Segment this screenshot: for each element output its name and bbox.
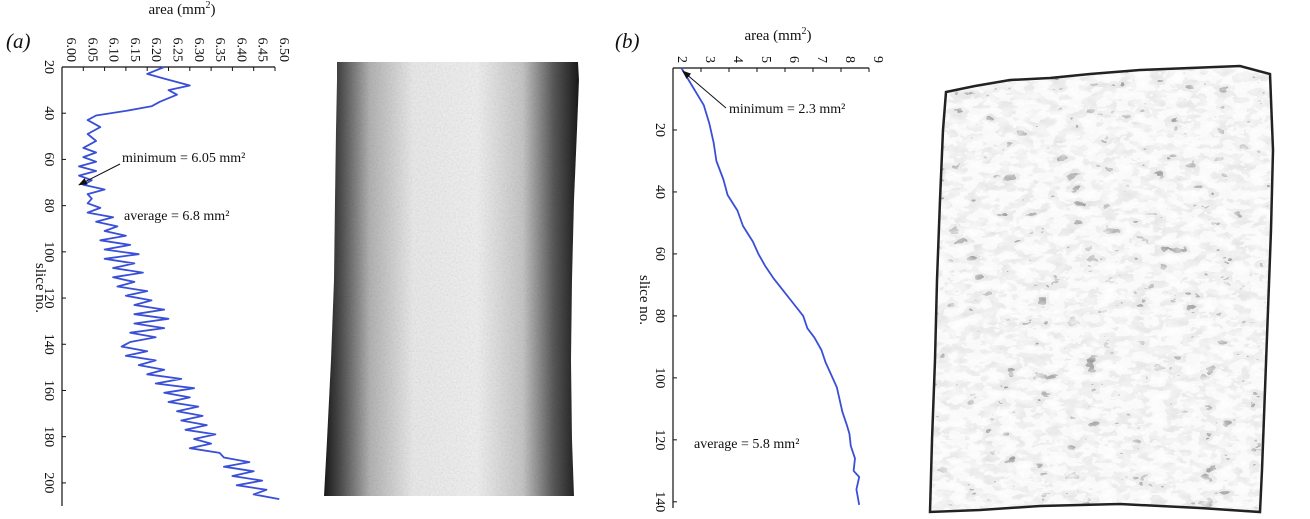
chart-b-axes: [672, 67, 869, 508]
chart-b-x-axis-title: area (mm2): [744, 26, 811, 44]
chart-a-x-axis-title: area (mm2): [148, 0, 215, 18]
chart-a-series: [78, 66, 280, 500]
chart-a-y-tick-label: 40: [41, 106, 56, 120]
chart-b: area (mm2) slice no. 2 3 4 5 6 7 8 9 20 40 60 80 100…: [636, 26, 885, 512]
chart-a-minimum-annotation: minimum = 6.05 mm²: [122, 151, 245, 166]
chart-b-x-tick-label: 9: [870, 56, 885, 63]
chart-a-y-tick-label: 100: [41, 241, 56, 262]
chart-b-x-tick-label: 4: [730, 56, 745, 63]
chart-b-ticks: 2 3 4 5 6 7 8 9 20 40 60 80 100 120 140: [652, 56, 885, 512]
chart-b-series: [680, 67, 861, 506]
chart-a-x-tick-label: 6.35: [212, 38, 227, 63]
chart-a-axes: [61, 66, 275, 506]
chart-a-area-line: [78, 66, 280, 500]
specimen-image-b: [928, 64, 1275, 514]
chart-a-y-tick-label: 160: [41, 380, 56, 401]
chart-a-y-tick-label: 120: [41, 288, 56, 309]
chart-b-y-tick-label: 80: [652, 309, 667, 323]
chart-a-average-annotation: average = 6.8 mm²: [124, 209, 229, 224]
chart-a-x-tick-label: 6.30: [191, 38, 206, 63]
chart-b-y-tick-label: 40: [652, 185, 667, 199]
chart-a-x-tick-label: 6.05: [84, 38, 99, 63]
chart-a-x-tick-label: 6.25: [170, 38, 185, 63]
specimen-image-a: [324, 62, 579, 496]
chart-a-y-tick-label: 200: [41, 472, 56, 493]
chart-a-minimum-arrow: [78, 163, 121, 186]
chart-b-y-tick-label: 60: [652, 247, 667, 261]
chart-a-ticks: 6.00 6.05 6.10 6.15 6.20 6.25 6.30 6.35 6.40 6.45…: [41, 38, 291, 494]
chart-a-x-tick-label: 6.10: [106, 38, 121, 63]
chart-a-x-tick-label: 6.15: [127, 38, 142, 63]
chart-a-x-tick-label: 6.50: [276, 38, 291, 63]
chart-a-annotations: minimum = 6.05 mm² average = 6.8 mm²: [78, 151, 245, 224]
chart-a-y-tick-label: 180: [41, 426, 56, 447]
panel-label-a: (a): [6, 29, 31, 53]
chart-a-y-axis-title: slice no.: [32, 263, 48, 313]
chart-b-x-tick-label: 8: [842, 56, 857, 63]
chart-b-x-tick-label: 5: [758, 56, 773, 63]
chart-b-average-annotation: average = 5.8 mm²: [694, 437, 799, 452]
chart-b-x-tick-label: 3: [702, 56, 717, 63]
chart-a-y-tick-label: 20: [41, 60, 56, 74]
chart-a-x-tick-label: 6.45: [255, 38, 270, 63]
chart-b-x-tick-label: 6: [786, 56, 801, 63]
chart-b-x-tick-label: 7: [814, 56, 829, 63]
chart-a-x-tick-label: 6.20: [148, 38, 163, 63]
chart-a-y-tick-label: 80: [41, 199, 56, 213]
chart-a-y-tick-label: 140: [41, 334, 56, 355]
panel-label-b: (b): [615, 29, 640, 53]
chart-b-area-line: [680, 67, 861, 506]
chart-a: area (mm2) slice no. 6.00 6.05 6.10 6.15 6.2…: [32, 0, 291, 506]
chart-a-y-tick-label: 60: [41, 152, 56, 166]
chart-b-y-tick-label: 120: [652, 429, 667, 450]
chart-b-minimum-annotation: minimum = 2.3 mm²: [729, 102, 845, 117]
chart-b-y-tick-label: 100: [652, 367, 667, 388]
chart-a-x-tick-label: 6.00: [63, 38, 78, 63]
chart-b-y-axis-title: slice no.: [636, 275, 652, 325]
chart-b-annotations: minimum = 2.3 mm² average = 5.8 mm²: [682, 70, 845, 452]
chart-a-x-tick-label: 6.40: [233, 38, 248, 63]
chart-b-y-tick-label: 140: [652, 491, 667, 512]
chart-b-minimum-arrow: [682, 70, 727, 109]
chart-b-x-tick-label: 2: [674, 56, 689, 63]
chart-b-y-tick-label: 20: [652, 123, 667, 137]
